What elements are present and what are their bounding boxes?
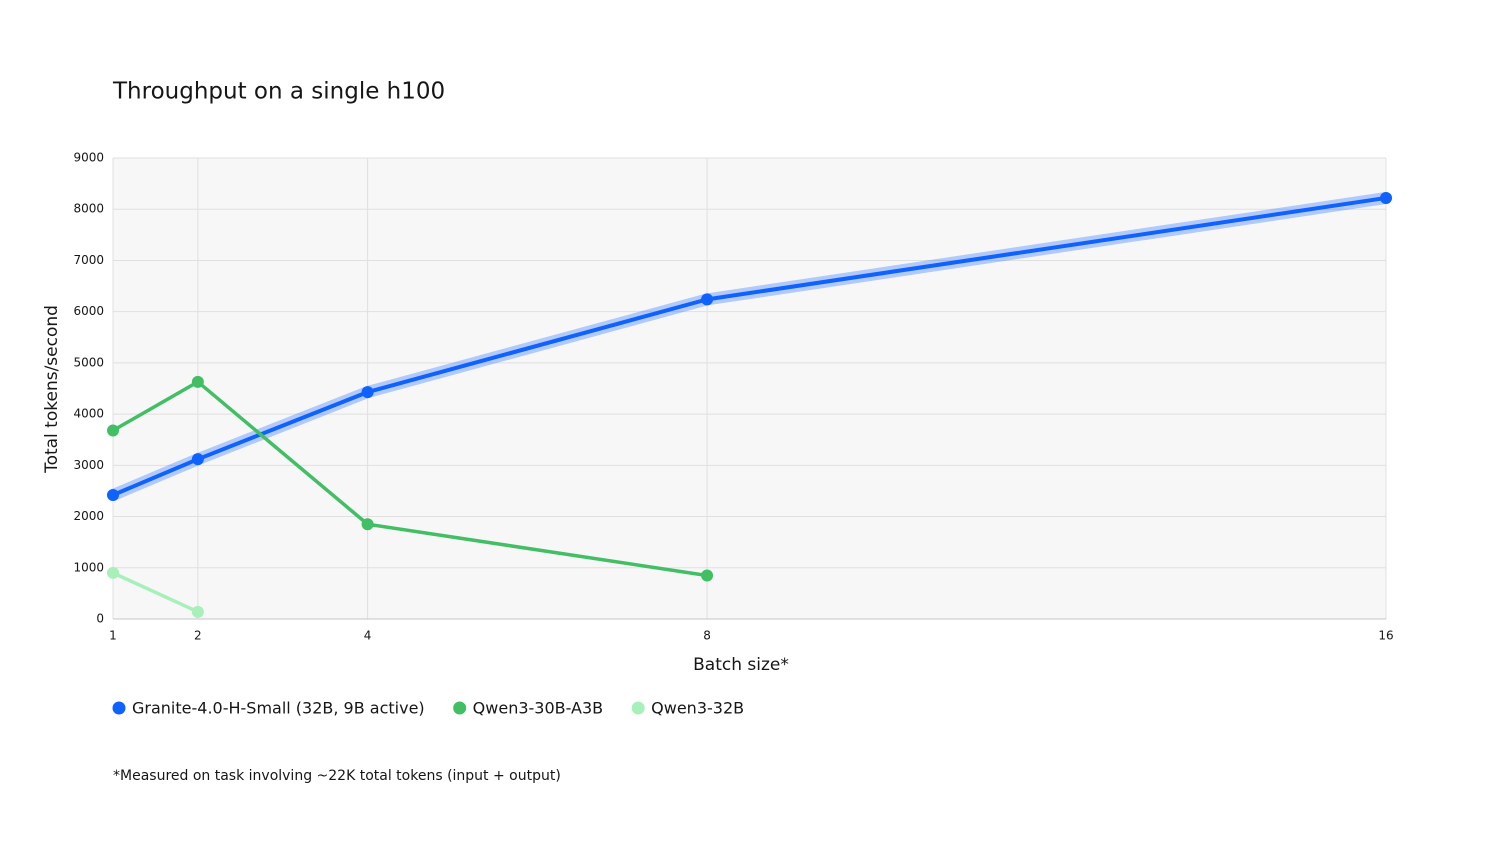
point [107, 489, 119, 502]
x-tick-label: 4 [364, 629, 372, 643]
x-axis-label: Batch size* [693, 655, 789, 675]
legend-marker [453, 701, 467, 715]
y-tick-label: 9000 [73, 151, 104, 165]
line [112, 380, 708, 578]
legend-label: Qwen3-32B [651, 699, 744, 718]
y-axis-label: Total tokens/second [42, 305, 62, 474]
line [112, 571, 199, 614]
plot-area [113, 158, 1386, 619]
footnote: *Measured on task involving ~22K total t… [113, 768, 561, 784]
y-tick-label: 3000 [73, 458, 104, 472]
legend-marker [112, 701, 126, 715]
y-tick-label: 4000 [73, 407, 104, 421]
x-tick-label: 2 [194, 629, 202, 643]
x-tick-label: 16 [1378, 629, 1393, 643]
legend-label: Qwen3-30B-A3B [473, 699, 603, 718]
point [191, 605, 204, 618]
y-tick-label: 1000 [73, 560, 104, 574]
y-tick-label: 2000 [73, 509, 104, 523]
x-tick-label: 8 [703, 629, 711, 643]
y-tick-label: 5000 [73, 355, 104, 369]
point [701, 293, 714, 306]
point [701, 569, 714, 582]
x-tick-label: 1 [109, 629, 117, 643]
point [191, 375, 204, 388]
point [107, 424, 119, 437]
y-tick-label: 8000 [73, 202, 104, 216]
point [1380, 191, 1392, 204]
point [361, 386, 374, 399]
legend-label: Granite-4.0-H-Small (32B, 9B active) [132, 699, 425, 718]
y-tick-label: 0 [96, 612, 104, 626]
chart-title: Throughput on a single h100 [112, 79, 445, 105]
point [361, 518, 374, 531]
y-tick-label: 6000 [73, 304, 104, 318]
legend-marker [631, 701, 645, 715]
point [107, 566, 119, 579]
y-tick-label: 7000 [73, 253, 104, 267]
point [191, 453, 204, 466]
